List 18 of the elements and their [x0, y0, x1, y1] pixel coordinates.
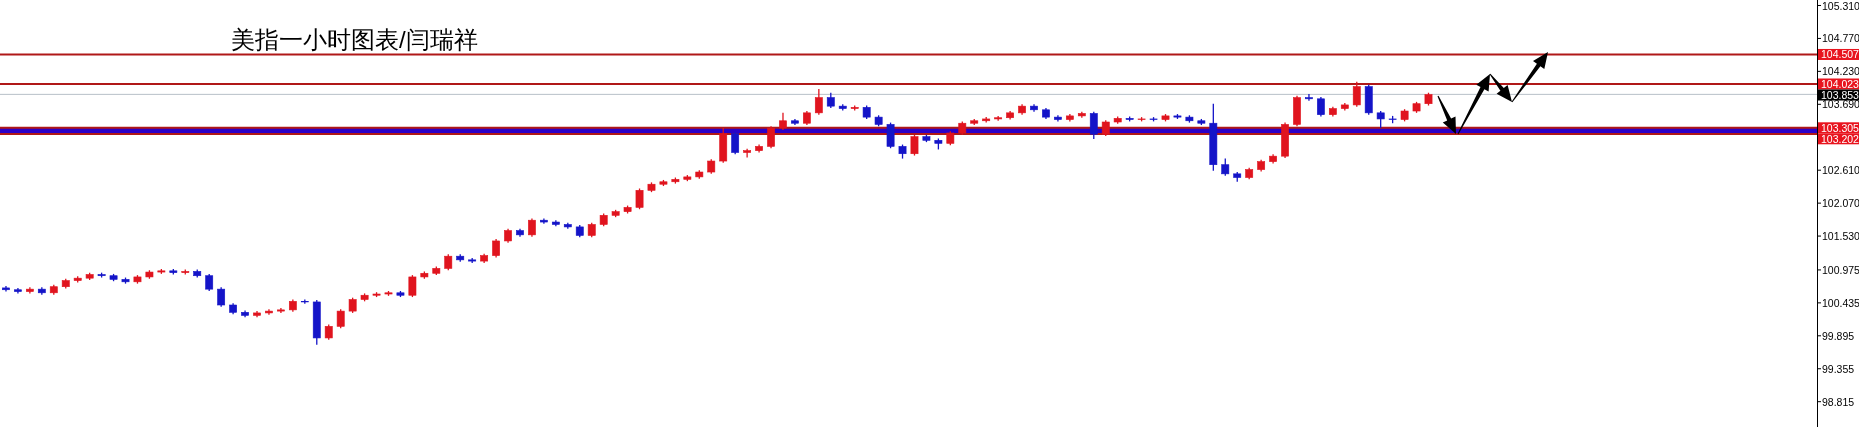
y-tick-label: 105.310 — [1822, 0, 1859, 12]
ref-line-label: 103.853 — [1821, 89, 1859, 101]
y-tick-label: 101.530 — [1822, 230, 1859, 243]
y-tick-label: 99.895 — [1822, 329, 1855, 342]
ref-line-label: 104.507 — [1821, 48, 1859, 61]
y-tick-label: 102.070 — [1822, 197, 1859, 210]
y-tick-label: 100.435 — [1822, 296, 1859, 309]
y-tick-label: 104.230 — [1822, 65, 1859, 78]
text: 美指一小时图表/闫瑞祥 — [231, 26, 478, 53]
y-tick-label: 102.610 — [1822, 164, 1859, 177]
y-tick-label: 104.770 — [1822, 32, 1859, 45]
ref-line-label: 103.305 — [1821, 121, 1859, 134]
y-tick-label: 103.690 — [1822, 98, 1859, 111]
y-tick-label: 100.975 — [1822, 263, 1859, 276]
ref-line-label: 103.202 — [1821, 132, 1859, 145]
y-tick-label: 98.815 — [1822, 395, 1855, 408]
y-tick-label: 99.355 — [1822, 362, 1855, 375]
ref-line-label: 104.023 — [1821, 78, 1859, 90]
